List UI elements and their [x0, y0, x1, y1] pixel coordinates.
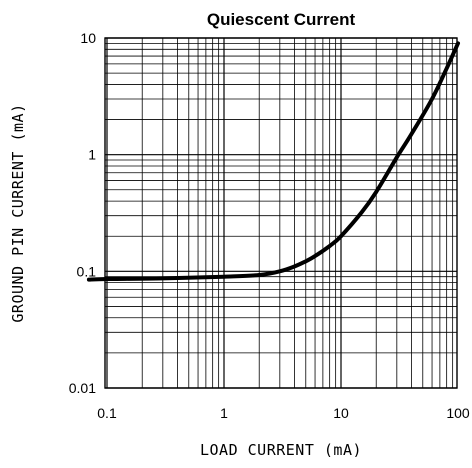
y-tick-label: 0.01: [69, 380, 96, 396]
x-tick-label: 0.1: [97, 405, 117, 421]
x-axis-label: LOAD CURRENT (mA): [200, 441, 362, 459]
y-axis-label: GROUND PIN CURRENT (mA): [9, 103, 27, 322]
x-tick-label: 1: [220, 405, 228, 421]
y-tick-labels: 0.01 0.1 1 10: [69, 30, 96, 396]
grid: [105, 37, 457, 389]
x-tick-label: 10: [333, 405, 349, 421]
y-tick-label: 10: [80, 30, 96, 46]
x-tick-label: 100: [446, 405, 470, 421]
y-tick-label: 1: [88, 147, 96, 163]
x-tick-labels: 0.1 1 10 100: [97, 405, 470, 421]
chart-title: Quiescent Current: [207, 10, 356, 29]
y-tick-label: 0.1: [77, 263, 97, 279]
series-line: [86, 41, 460, 282]
plot-frame: [104, 37, 458, 389]
